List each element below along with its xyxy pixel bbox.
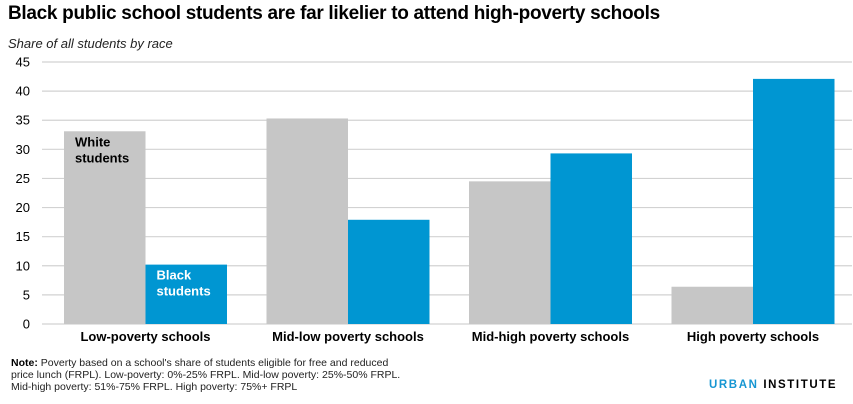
bar-black-students xyxy=(348,219,430,324)
bars xyxy=(64,78,835,324)
y-tick-label: 0 xyxy=(23,317,30,332)
bar-chart: 0 5 10 15 20 25 30 35 40 45 Low-poverty schools Mi… xyxy=(16,55,852,344)
series-label: White xyxy=(75,134,110,149)
bar-white-students xyxy=(64,131,146,324)
x-tick-label: Mid-high poverty schools xyxy=(472,329,629,344)
chart-title: Black public school students are far lik… xyxy=(8,3,660,24)
x-tick-label: Mid-low poverty schools xyxy=(272,329,424,344)
bar-white-students xyxy=(671,286,753,324)
bar-black-students xyxy=(753,78,835,324)
series-label: students xyxy=(157,284,211,299)
y-tick-label: 30 xyxy=(16,142,30,157)
bar-black-students xyxy=(550,153,632,324)
logo-institute: INSTITUTE xyxy=(763,379,838,391)
y-tick-label: 15 xyxy=(16,229,30,244)
x-axis-labels: Low-poverty schools Mid-low poverty schoo… xyxy=(80,329,819,344)
x-tick-label: Low-poverty schools xyxy=(80,329,210,344)
y-tick-label: 20 xyxy=(16,200,30,215)
y-tick-label: 35 xyxy=(16,113,30,128)
logo-urban: URBAN xyxy=(709,379,759,391)
note-label: Note: xyxy=(11,357,38,369)
chart-note: Note: Poverty based on a school's share … xyxy=(11,357,411,393)
chart-subtitle: Share of all students by race xyxy=(8,36,173,51)
y-tick-label: 5 xyxy=(23,287,30,302)
bar-black-students xyxy=(145,264,227,324)
series-label: Black xyxy=(157,268,192,283)
bar-white-students xyxy=(469,181,551,324)
y-tick-label: 10 xyxy=(16,258,30,273)
y-tick-label: 25 xyxy=(16,171,30,186)
series-label: students xyxy=(75,150,129,165)
bar-white-students xyxy=(266,118,348,324)
y-tick-label: 40 xyxy=(16,84,30,99)
y-axis-ticks: 0 5 10 15 20 25 30 35 40 45 xyxy=(16,55,30,332)
urban-institute-logo: URBAN INSTITUTE xyxy=(709,379,837,391)
note-text: Poverty based on a school's share of stu… xyxy=(11,357,401,393)
y-tick-label: 45 xyxy=(16,55,30,70)
x-tick-label: High poverty schools xyxy=(687,329,819,344)
